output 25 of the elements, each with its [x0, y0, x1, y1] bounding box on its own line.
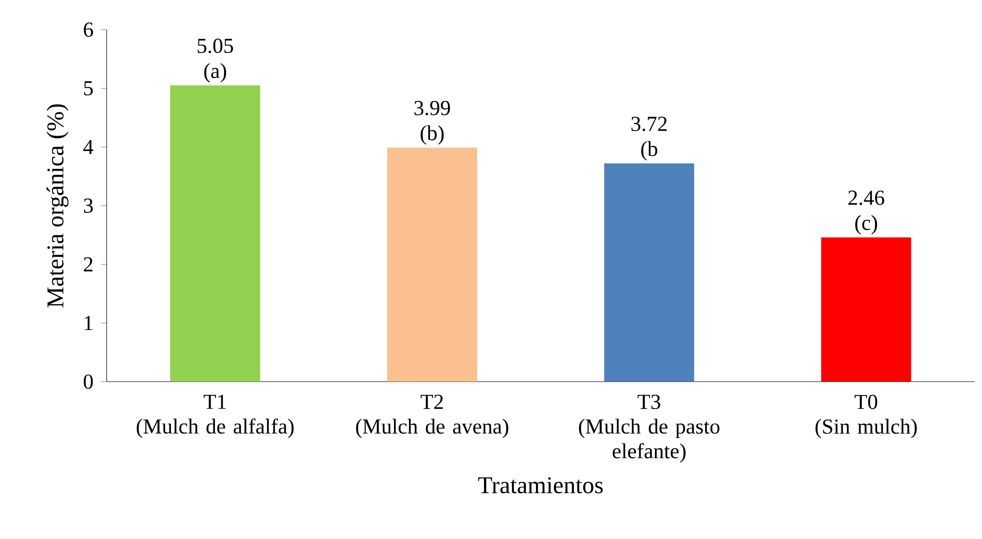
- annotation: (a): [204, 63, 226, 82]
- annotation: (b: [641, 141, 658, 160]
- annotation: (b): [420, 125, 444, 145]
- bar: [604, 163, 694, 382]
- data-label: 3.99: [414, 100, 450, 116]
- bar: [170, 85, 260, 382]
- x-axis-title: Tratamientos: [478, 477, 603, 494]
- y-tick-label: 4: [83, 140, 94, 154]
- bar: [387, 148, 478, 382]
- y-tick-label: 6: [84, 22, 93, 37]
- x-tick-label: T1 (Mulch de alfalfa): [136, 394, 294, 438]
- data-label: 3.72: [632, 116, 667, 132]
- y-tick-label: 1: [84, 316, 92, 330]
- data-label: 2.46: [848, 190, 884, 206]
- x-tick-label: T2 (Mulch de avena): [356, 394, 508, 438]
- x-tick-label: T0 (Sin mulch): [816, 394, 917, 438]
- y-tick-label: 3: [84, 198, 93, 213]
- annotation: (c): [855, 215, 878, 234]
- x-tick-label: T3 (Mulch de pasto elefante): [579, 394, 720, 463]
- y-tick-label: 5: [84, 81, 93, 96]
- y-axis-title: Materia orgánica (%): [46, 104, 68, 308]
- y-tick-label: 0: [84, 374, 93, 389]
- data-label: 5.05: [198, 38, 234, 54]
- bar: [821, 237, 912, 382]
- y-tick-label: 2: [84, 257, 92, 272]
